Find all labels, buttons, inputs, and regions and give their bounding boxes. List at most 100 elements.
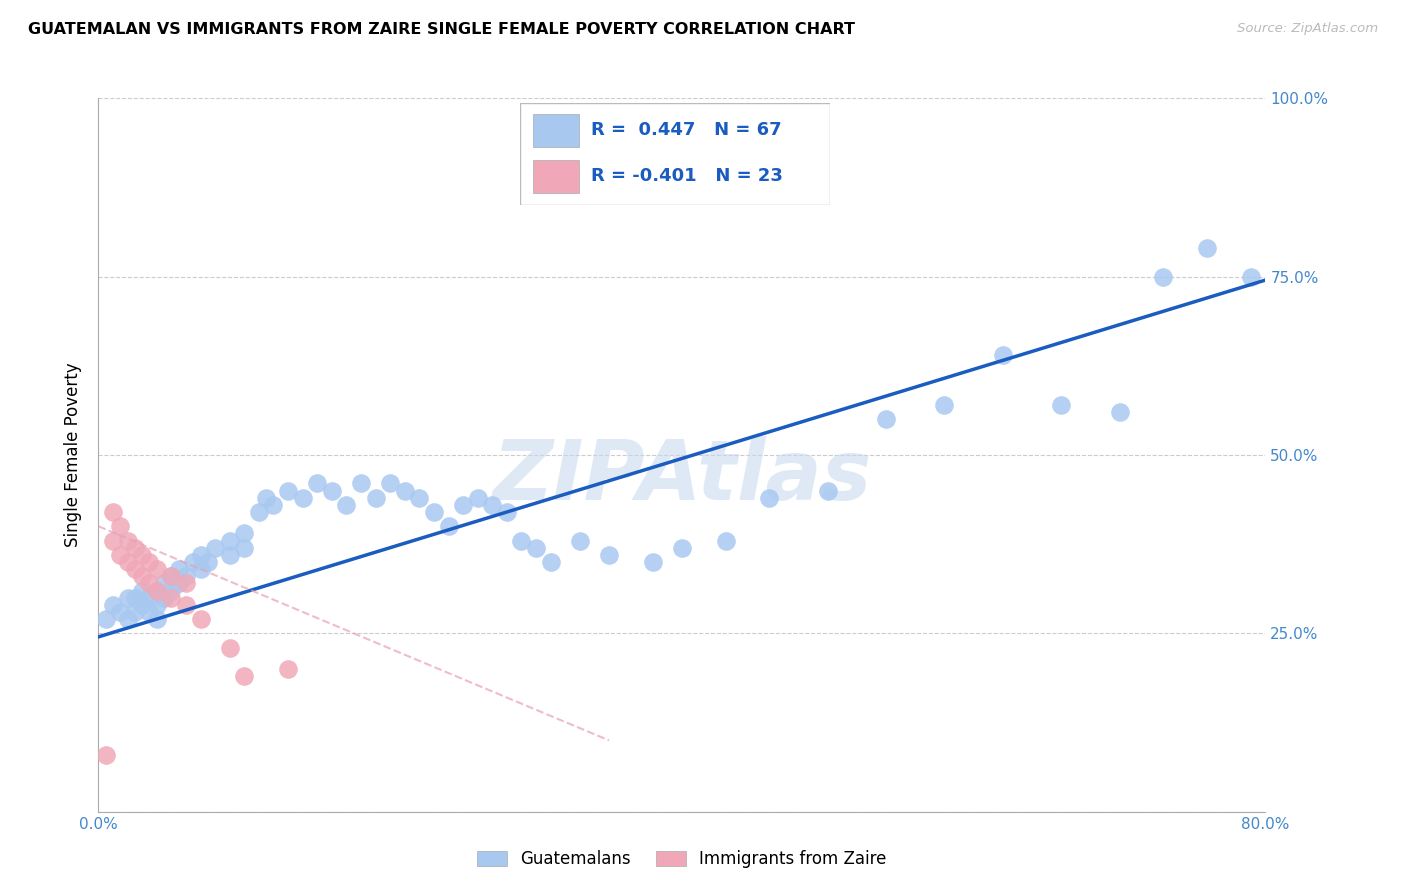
Point: [131, 569, 153, 583]
Point: [378, 476, 402, 491]
Point: [335, 498, 357, 512]
Point: [167, 562, 190, 576]
Point: [671, 541, 693, 555]
Point: [146, 598, 169, 612]
Point: [101, 533, 124, 548]
Text: R =  0.447   N = 67: R = 0.447 N = 67: [592, 121, 782, 139]
Point: [138, 576, 160, 591]
Point: [174, 576, 197, 591]
Point: [524, 541, 547, 555]
Point: [233, 526, 256, 541]
Point: [568, 533, 591, 548]
Point: [218, 533, 240, 548]
Point: [364, 491, 387, 505]
Point: [204, 541, 226, 555]
Point: [467, 491, 489, 505]
Point: [124, 562, 146, 576]
Point: [247, 505, 270, 519]
Point: [138, 605, 160, 619]
Point: [146, 583, 169, 598]
Point: [307, 476, 329, 491]
Point: [190, 548, 212, 562]
Point: [451, 498, 474, 512]
Point: [167, 576, 190, 591]
Point: [146, 583, 169, 598]
Point: [540, 555, 562, 569]
Point: [131, 583, 153, 598]
Point: [1240, 269, 1263, 284]
Text: GUATEMALAN VS IMMIGRANTS FROM ZAIRE SINGLE FEMALE POVERTY CORRELATION CHART: GUATEMALAN VS IMMIGRANTS FROM ZAIRE SING…: [28, 22, 855, 37]
Legend: Guatemalans, Immigrants from Zaire: Guatemalans, Immigrants from Zaire: [471, 844, 893, 875]
Point: [437, 519, 460, 533]
Point: [94, 747, 117, 762]
Point: [174, 569, 197, 583]
Point: [408, 491, 430, 505]
Text: ZIPAtlas: ZIPAtlas: [492, 436, 872, 516]
Point: [190, 562, 212, 576]
Y-axis label: Single Female Poverty: Single Female Poverty: [65, 363, 83, 547]
Point: [262, 498, 284, 512]
Point: [254, 491, 277, 505]
Point: [181, 555, 204, 569]
Point: [124, 605, 146, 619]
Point: [117, 612, 139, 626]
Point: [714, 533, 737, 548]
Point: [110, 519, 132, 533]
Point: [117, 555, 139, 569]
Point: [110, 605, 132, 619]
FancyBboxPatch shape: [533, 160, 579, 193]
Point: [153, 591, 176, 605]
Point: [146, 612, 169, 626]
Point: [160, 569, 183, 583]
Point: [146, 562, 169, 576]
Point: [117, 533, 139, 548]
Point: [94, 612, 117, 626]
Point: [160, 569, 183, 583]
Point: [934, 398, 956, 412]
Point: [817, 483, 839, 498]
Point: [350, 476, 373, 491]
Point: [101, 505, 124, 519]
Point: [218, 640, 240, 655]
Point: [117, 591, 139, 605]
Point: [598, 548, 620, 562]
Point: [233, 541, 256, 555]
Point: [160, 583, 183, 598]
Point: [110, 548, 132, 562]
Point: [510, 533, 533, 548]
Point: [101, 598, 124, 612]
Point: [131, 598, 153, 612]
FancyBboxPatch shape: [533, 114, 579, 146]
Point: [138, 591, 160, 605]
Point: [160, 591, 183, 605]
Point: [153, 576, 176, 591]
Point: [131, 548, 153, 562]
Point: [277, 662, 299, 676]
Point: [291, 491, 314, 505]
Point: [641, 555, 664, 569]
FancyBboxPatch shape: [520, 103, 830, 205]
Text: Source: ZipAtlas.com: Source: ZipAtlas.com: [1237, 22, 1378, 36]
Point: [1152, 269, 1174, 284]
Point: [174, 598, 197, 612]
Point: [277, 483, 299, 498]
Point: [991, 348, 1014, 362]
Point: [481, 498, 503, 512]
Point: [233, 669, 256, 683]
Point: [394, 483, 416, 498]
Point: [321, 483, 343, 498]
Point: [875, 412, 897, 426]
Point: [758, 491, 780, 505]
Point: [124, 591, 146, 605]
Point: [1108, 405, 1130, 419]
Point: [138, 555, 160, 569]
Point: [1195, 241, 1218, 255]
Point: [423, 505, 446, 519]
Point: [124, 541, 146, 555]
Point: [1050, 398, 1073, 412]
Text: R = -0.401   N = 23: R = -0.401 N = 23: [592, 168, 783, 186]
Point: [197, 555, 219, 569]
Point: [218, 548, 240, 562]
Point: [190, 612, 212, 626]
Point: [495, 505, 517, 519]
